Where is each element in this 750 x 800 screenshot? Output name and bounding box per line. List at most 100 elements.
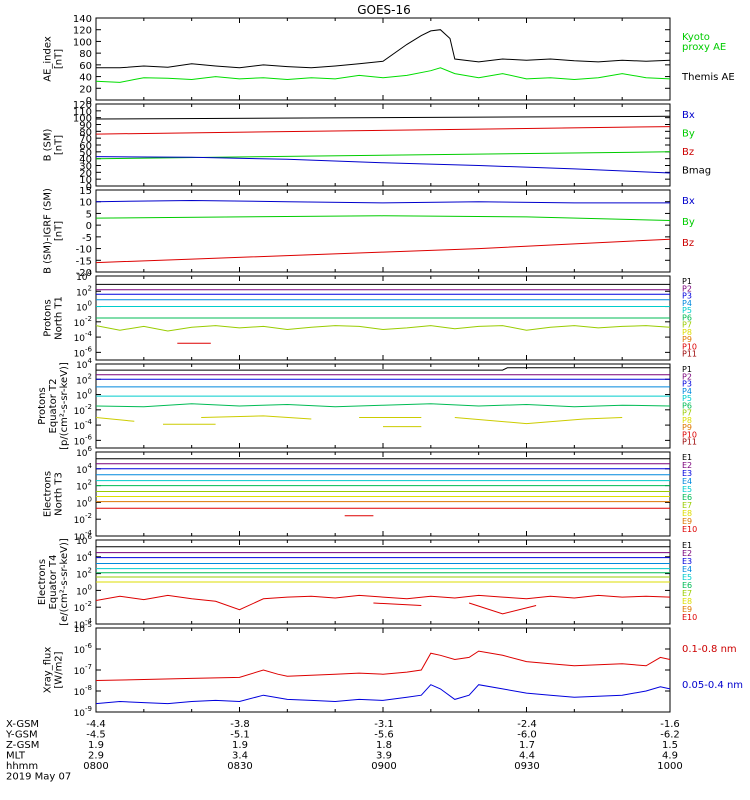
series-group <box>96 115 670 174</box>
footer-date: 2019 May 07 <box>6 772 71 783</box>
footer-ephemeris: X-GSM -4.4 -3.8 -3.1 -2.4 -1.6 Y-GSM -4.5 -5.1 -5… <box>5 719 683 783</box>
legend-item: P1 <box>682 365 692 374</box>
y-tick-exponent: 0 <box>88 583 92 591</box>
legend-item: P3 <box>682 380 692 389</box>
y-tick-exponent: -4 <box>85 418 93 426</box>
footer-value: 0830 <box>227 761 252 772</box>
y-tick-label: 102 <box>76 372 92 386</box>
y-tick-label: 100 <box>73 37 92 48</box>
legend-item: P3 <box>682 292 692 301</box>
series-e10b <box>468 602 537 615</box>
legend-item: P1 <box>682 277 692 286</box>
y-tick-label: 80 <box>79 127 92 138</box>
y-axis-label: Xray_flux <box>43 647 54 694</box>
y-axis-label: [e/(cm²-s-sr-keV)] <box>59 538 70 626</box>
y-tick-label: 100 <box>76 495 92 509</box>
y-axis-label: Electrons <box>37 559 48 605</box>
footer-value: 0930 <box>514 761 539 772</box>
footer-value: 1.7 <box>519 740 535 751</box>
y-tick-label: 10-2 <box>74 512 92 526</box>
legend-item: Themis AE <box>681 72 735 83</box>
legend-item: E8 <box>682 597 692 606</box>
series-bz <box>96 126 670 135</box>
y-axis-label: [W/m2] <box>54 651 65 688</box>
legend-item: P4 <box>682 387 692 396</box>
panel-frame <box>95 451 671 537</box>
legend-item: P6 <box>682 401 692 410</box>
y-tick-exponent: 4 <box>88 357 93 365</box>
legend-item: E10 <box>682 613 697 622</box>
y-axis-label: Protons <box>37 387 48 424</box>
legend-item: E3 <box>682 469 692 478</box>
legend-item: By <box>682 129 695 140</box>
legend-item: E2 <box>682 461 692 470</box>
y-tick-label: -20 <box>76 268 92 279</box>
y-tick-exponent: 2 <box>88 284 92 292</box>
series-bx <box>96 156 670 174</box>
footer-value: 4.4 <box>519 751 535 762</box>
legend-item: Bz <box>682 147 694 158</box>
legend-item: P4 <box>682 299 692 308</box>
legend-item: E9 <box>682 517 692 526</box>
legend-item: 0.1-0.8 nm <box>682 644 737 655</box>
legend-item: P7 <box>682 409 692 418</box>
y-tick-label: 100 <box>76 388 92 402</box>
y-axis-label: [nT] <box>54 135 65 155</box>
panel-frame <box>95 17 671 101</box>
y-tick-label: 60 <box>79 61 92 72</box>
series-group <box>96 283 670 344</box>
legend-item: E3 <box>682 557 692 566</box>
legend-item: Bmag <box>682 166 711 177</box>
y-tick-exponent: -4 <box>85 529 93 537</box>
series-p8 <box>201 415 312 420</box>
series-0-1-0-8-nm <box>96 650 670 681</box>
footer-value: 1.8 <box>376 740 392 751</box>
y-tick-exponent: 6 <box>88 445 93 453</box>
footer-row-label: hhmm <box>6 761 38 772</box>
legend-item: proxy AE <box>682 42 726 53</box>
y-tick-label: 120 <box>73 26 92 37</box>
y-tick-exponent: -8 <box>85 684 92 692</box>
legend-item: P5 <box>682 306 692 315</box>
series-group <box>96 29 670 83</box>
footer-value: -6.0 <box>517 730 537 741</box>
legend-item: E5 <box>682 485 692 494</box>
footer-row-label: X-GSM <box>6 719 39 730</box>
legend-item: E4 <box>682 477 692 486</box>
legend-item: Bx <box>682 196 695 207</box>
legend-item: P9 <box>682 335 692 344</box>
footer-row-label: Z-GSM <box>6 740 39 751</box>
y-tick-label: 10-9 <box>74 705 92 719</box>
footer-value: -5.1 <box>230 730 250 741</box>
y-tick-exponent: 4 <box>88 269 93 277</box>
legend-item: E9 <box>682 605 692 614</box>
footer-value: -4.5 <box>86 730 106 741</box>
series-group <box>96 458 670 517</box>
series-e9 <box>96 594 670 611</box>
y-axis-label: [p/(cm²-s-sr-keV)] <box>59 362 70 450</box>
legend-item: E7 <box>682 589 692 598</box>
footer-value: -2.4 <box>517 719 537 730</box>
series-p10 <box>454 417 623 425</box>
legend-item: E7 <box>682 501 692 510</box>
y-tick-exponent: -6 <box>85 345 93 353</box>
y-tick-exponent: -6 <box>85 433 93 441</box>
panel-frame <box>95 627 671 713</box>
y-axis-label: [nT] <box>54 49 65 69</box>
y-tick-label: 102 <box>76 479 92 493</box>
y-tick-label: 10-7 <box>74 663 92 677</box>
series-bx <box>96 199 670 204</box>
legend-item: P11 <box>682 350 697 359</box>
series-by <box>96 215 670 221</box>
legend-item: Bz <box>682 238 694 249</box>
y-tick-exponent: 0 <box>88 388 92 396</box>
footer-value: 1.9 <box>232 740 248 751</box>
y-axis-label: Equator T2 <box>48 379 59 434</box>
y-tick-exponent: 6 <box>88 533 93 541</box>
y-tick-exponent: -4 <box>85 617 93 625</box>
y-tick-label: 40 <box>79 155 92 166</box>
y-tick-exponent: -5 <box>85 621 92 629</box>
